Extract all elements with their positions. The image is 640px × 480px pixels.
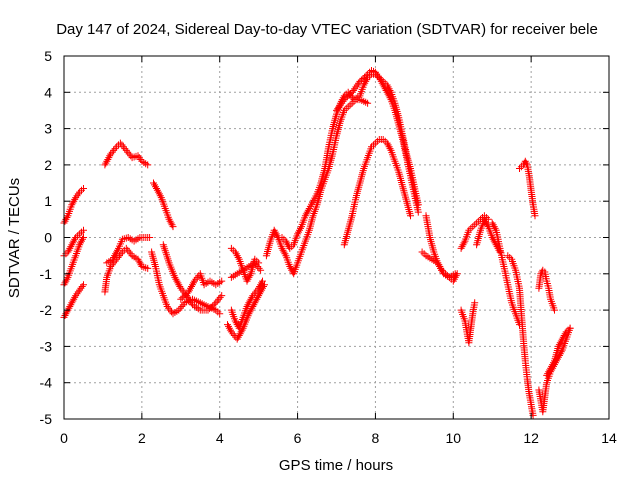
series-track-p (262, 96, 372, 278)
chart-title: Day 147 of 2024, Sidereal Day-to-day VTE… (56, 21, 598, 38)
y-tick-label: 0 (44, 230, 52, 246)
y-tick-label: -2 (40, 302, 53, 318)
y-tick-label: -4 (40, 375, 53, 391)
series-track-y (488, 219, 523, 329)
x-tick-label: 2 (138, 430, 146, 446)
series-track-r (333, 67, 422, 216)
series-track-n (224, 281, 268, 343)
series-track-h (150, 179, 177, 231)
series-track-w (457, 299, 479, 347)
point-marks (333, 67, 422, 216)
y-tick-label: -5 (40, 411, 53, 427)
y-axis-label: SDTVAR / TECUs (6, 178, 23, 298)
series-track-j (159, 241, 226, 314)
series-track-z (504, 252, 537, 419)
point-marks (150, 179, 177, 231)
series-track-u (418, 248, 459, 281)
y-tick-label: -1 (40, 266, 53, 282)
point-marks (224, 281, 268, 343)
y-tick-label: 2 (44, 157, 52, 173)
series-track-k (177, 270, 226, 303)
point-marks (159, 241, 226, 314)
series-track-aa (516, 157, 539, 220)
point-marks (418, 248, 459, 281)
series-track-s (340, 136, 414, 249)
x-tick-label: 12 (523, 430, 539, 446)
series-track-ab (535, 266, 558, 314)
data-points (60, 67, 574, 419)
series-track-v (457, 212, 492, 252)
y-tick-label: 3 (44, 121, 52, 137)
point-marks (103, 234, 154, 267)
point-marks (543, 324, 574, 379)
x-tick-label: 8 (372, 430, 380, 446)
point-marks (535, 266, 558, 314)
y-tick-label: 4 (44, 84, 52, 100)
point-marks (504, 252, 537, 419)
point-marks (101, 139, 152, 169)
point-marks (535, 324, 574, 416)
point-marks (457, 299, 479, 347)
series-track-ac (535, 324, 574, 416)
point-marks (516, 157, 539, 220)
series-track-f (101, 244, 152, 296)
point-marks (340, 136, 414, 249)
point-marks (262, 96, 372, 278)
point-marks (177, 270, 226, 303)
point-marks (227, 277, 266, 332)
point-marks (457, 212, 492, 252)
point-marks (227, 259, 265, 281)
x-axis-label: GPS time / hours (279, 457, 393, 474)
series-track-g (103, 234, 154, 267)
x-tick-label: 4 (216, 430, 224, 446)
y-tick-label: 5 (44, 48, 52, 64)
y-tick-label: 1 (44, 193, 52, 209)
series-track-m (227, 277, 266, 332)
x-tick-label: 14 (601, 430, 617, 446)
series-track-o (227, 259, 265, 281)
x-tick-label: 0 (60, 430, 68, 446)
series-track-ad (543, 324, 574, 379)
x-tick-label: 6 (294, 430, 302, 446)
point-marks (101, 244, 152, 296)
point-marks (488, 219, 523, 329)
x-tick-label: 10 (445, 430, 461, 446)
series-track-e (101, 139, 152, 169)
y-tick-label: -3 (40, 338, 53, 354)
